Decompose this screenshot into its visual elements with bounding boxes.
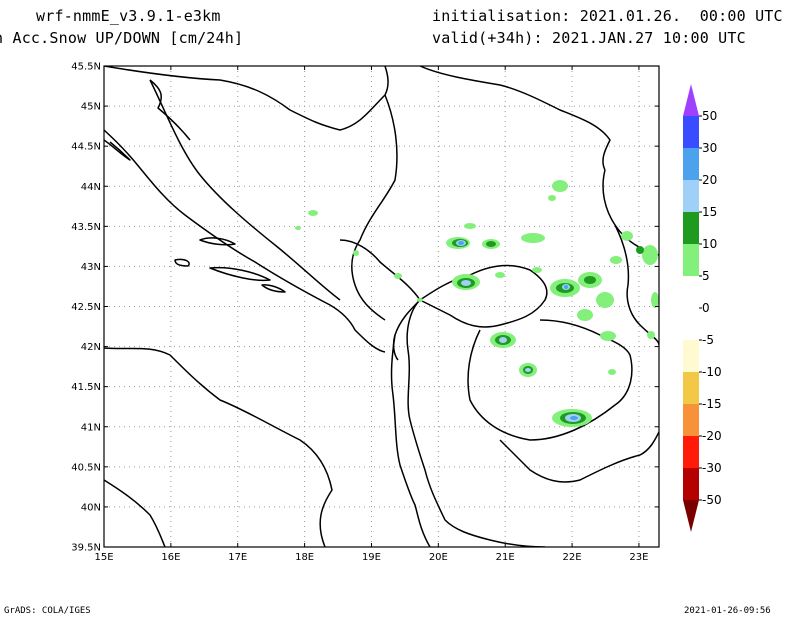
lat-label: 43N [81,262,101,273]
colorbar-label: -50 [702,493,722,507]
colorbar-label: -30 [702,461,722,475]
lon-label: 19E [362,552,381,563]
colorbar-label: 30 [702,141,717,155]
albania-coast [390,334,431,547]
colorbar-label: 5 [702,269,710,283]
lat-label: 39.5N [71,543,101,554]
lat-label: 45N [81,102,101,113]
gargano [149,79,191,141]
colorbar-label: 0 [702,301,710,315]
lat-label: 44N [81,182,101,193]
colorbar-label: 50 [702,109,717,123]
colorbar-segment [683,436,699,468]
lon-label: 20E [429,552,448,563]
colorbar-segment [683,404,699,436]
istria [104,139,131,161]
bosnia-inner-border [149,79,341,301]
lat-label: 42N [81,342,101,353]
colorbar-segment [683,148,699,180]
colorbar-segment [683,116,699,148]
albania-east-border [406,299,446,521]
romania-border [419,66,611,171]
lon-label: 18E [295,552,314,563]
field-title: h Acc.Snow UP/DOWN [cm/24h] [0,29,244,47]
axis-ticks [103,65,659,548]
lon-label: 23E [629,552,648,563]
lat-label: 44.5N [71,142,101,153]
colorbar-segment [683,372,699,404]
colorbar-segment [683,468,699,500]
latitude-labels: 45.5N 45N 44.5N 44N 43.5N 43N 42.5N 42N 41.5N 41N… [71,62,101,554]
croatia-bosnia-border [104,66,389,131]
colorbar-label: -15 [702,397,722,411]
macedonia-border [467,319,633,441]
greece-border [499,431,659,483]
model-title: wrf-nmmE_v3.9.1-e3km [36,7,221,25]
colorbar-segment [683,276,699,308]
serbia-bosnia-border [350,94,398,321]
lon-label: 22E [563,552,582,563]
colorbar-bottom-arrow [683,500,699,532]
map-frame [103,65,660,548]
colorbar-label: -10 [702,365,722,379]
colorbar-label: -5 [702,333,714,347]
croatia-coast [104,129,386,353]
colorbar-segment [683,212,699,244]
lat-label: 41.5N [71,382,101,393]
colorbar-label: 20 [702,173,717,187]
coastlines-borders [104,66,659,547]
colorbar-segment [683,180,699,212]
colorbar-segment [683,340,699,372]
snow-field [295,180,659,427]
lon-label: 17E [228,552,247,563]
bulgaria-border [614,224,659,346]
kosovo-border [419,264,548,328]
lat-label: 41N [81,422,101,433]
colorbar-top-arrow [683,84,699,116]
island-3 [209,266,271,282]
lat-lon-grid [104,66,659,547]
colorbar-label: 10 [702,237,717,251]
lon-label: 21E [496,552,515,563]
lat-label: 42.5N [71,302,101,313]
longitude-labels: 15E 16E 17E 18E 19E 20E 21E 22E 23E [94,552,648,563]
island-4 [261,284,286,293]
lat-label: 40.5N [71,462,101,473]
lat-label: 45.5N [71,62,101,73]
lon-label: 15E [94,552,113,563]
colorbar-segment [683,244,699,276]
island-1 [199,237,236,246]
lon-label: 16E [161,552,180,563]
colorbar-label: 15 [702,205,717,219]
lat-label: 40N [81,502,101,513]
lat-label: 43.5N [71,222,101,233]
grads-credit: GrADS: COLA/IGES [4,606,91,616]
italy-coast [104,347,333,547]
serbia-east-border [602,169,659,256]
greek-coast [444,519,546,547]
colorbar-segment [683,308,699,340]
generation-timestamp: 2021-01-26-09:56 [684,606,771,616]
valid-time: valid(+34h): 2021.JAN.27 10:00 UTC [432,29,746,47]
island-2 [174,258,190,267]
italy-heel [104,479,166,547]
initialisation-time: initialisation: 2021.01.26. 00:00 UTC [432,7,783,25]
colorbar-label: -20 [702,429,722,443]
